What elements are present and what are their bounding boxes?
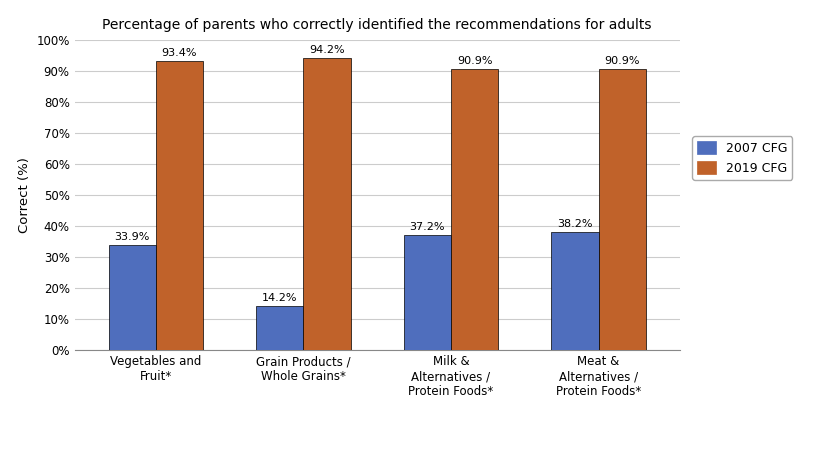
Text: 37.2%: 37.2% [409,222,445,232]
Text: 93.4%: 93.4% [161,48,197,58]
Bar [156,61,203,350]
Text: 38.2%: 38.2% [556,219,592,229]
Bar [108,245,156,350]
Text: 33.9%: 33.9% [114,232,150,242]
Text: 90.9%: 90.9% [604,56,639,66]
Bar [551,232,598,350]
Title: Percentage of parents who correctly identified the recommendations for adults: Percentage of parents who correctly iden… [103,18,651,32]
Bar [403,235,450,350]
Text: 94.2%: 94.2% [309,45,344,55]
Legend: 2007 CFG, 2019 CFG: 2007 CFG, 2019 CFG [691,136,792,180]
Bar [598,69,645,350]
Y-axis label: Correct (%): Correct (%) [17,158,31,233]
Text: 90.9%: 90.9% [456,56,492,66]
Text: 14.2%: 14.2% [262,293,297,303]
Bar [256,306,303,350]
Bar [450,69,498,350]
Bar [303,58,350,350]
